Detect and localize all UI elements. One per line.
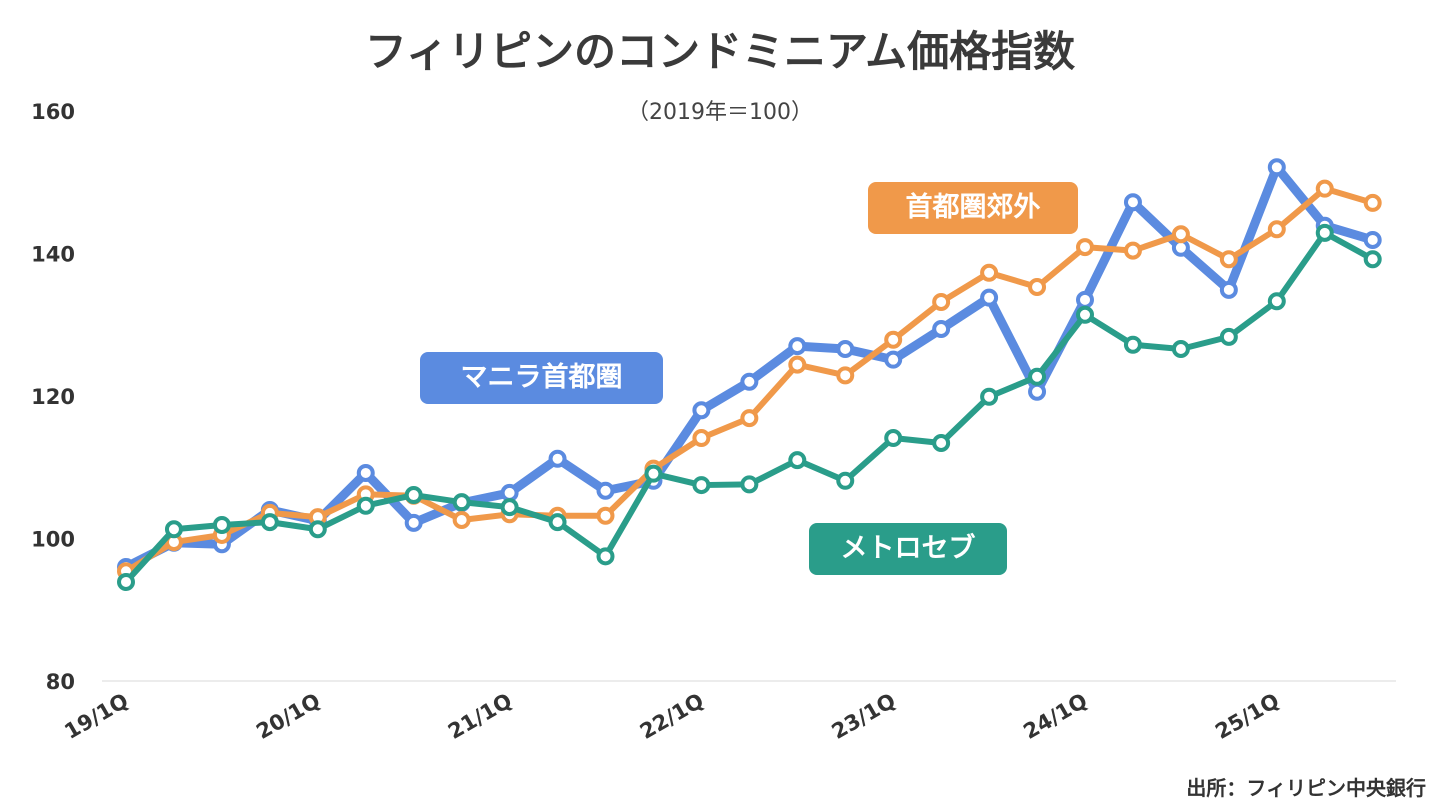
data-point: [1076, 238, 1094, 257]
data-point: [1363, 230, 1382, 249]
data-point: [836, 366, 855, 385]
data-point: [980, 387, 999, 406]
x-tick-label: 25/1Q: [1211, 689, 1283, 744]
data-point: [596, 506, 615, 525]
y-tick-label: 80: [46, 670, 75, 694]
data-point: [500, 498, 519, 517]
data-point: [932, 292, 951, 311]
data-point: [596, 481, 615, 500]
data-point: [260, 513, 279, 532]
data-point: [1123, 335, 1142, 354]
data-point: [404, 486, 423, 505]
x-tick-label: 22/1Q: [636, 689, 708, 744]
data-point: [788, 451, 807, 470]
data-point: [740, 372, 759, 391]
data-point: [1363, 250, 1382, 269]
data-point: [596, 547, 615, 566]
data-point: [932, 434, 951, 453]
chart-title: フィリピンのコンドミニアム価格指数: [364, 27, 1076, 76]
data-point: [1028, 382, 1047, 401]
data-point: [1267, 220, 1286, 239]
data-point: [1315, 179, 1334, 198]
data-point: [884, 330, 903, 349]
data-point: [1363, 193, 1382, 212]
data-point: [836, 471, 855, 490]
data-point: [308, 520, 327, 539]
source-note: 出所：フィリピン中央銀行: [1186, 776, 1426, 800]
data-point: [644, 464, 663, 483]
series-label-manila: マニラ首都圏: [420, 352, 663, 404]
data-point: [1315, 223, 1334, 242]
x-tick-label: 23/1Q: [828, 689, 900, 744]
data-point: [1219, 280, 1238, 299]
data-point: [692, 401, 711, 420]
x-tick-label: 24/1Q: [1019, 689, 1091, 744]
data-point: [1219, 250, 1238, 269]
data-point: [1219, 327, 1238, 346]
data-point: [356, 463, 375, 482]
x-tick-label: 20/1Q: [252, 689, 324, 744]
x-tick-label: 19/1Q: [60, 689, 132, 744]
chart-subtitle: （2019年＝100）: [627, 100, 813, 125]
data-point: [692, 476, 711, 495]
data-point: [740, 409, 759, 428]
series-0: [117, 158, 1382, 576]
series-label-cebu: メトロセブ: [809, 523, 1007, 575]
data-point: [1076, 305, 1094, 324]
y-tick-label: 120: [31, 385, 75, 409]
data-point: [117, 572, 135, 591]
data-point: [452, 493, 471, 512]
data-point: [884, 429, 903, 448]
data-point: [980, 288, 999, 307]
data-point: [788, 355, 807, 374]
data-point: [1076, 290, 1094, 309]
data-point: [1267, 158, 1286, 177]
y-tick-label: 160: [31, 100, 75, 124]
data-point: [452, 510, 471, 529]
x-tick-label: 21/1Q: [444, 689, 516, 744]
data-point: [1171, 225, 1190, 244]
series-2: [117, 223, 1382, 591]
y-tick-label: 100: [31, 528, 75, 552]
data-point: [788, 337, 807, 356]
data-point: [1267, 292, 1286, 311]
series-label-suburbs: 首都圏郊外: [868, 182, 1078, 234]
data-point: [1028, 367, 1047, 386]
data-point: [980, 263, 999, 282]
data-point: [1028, 277, 1047, 296]
data-point: [356, 496, 375, 515]
data-point: [932, 320, 951, 339]
data-point: [212, 515, 231, 534]
y-tick-label: 140: [31, 243, 75, 267]
data-point: [1123, 193, 1142, 212]
data-point: [548, 449, 567, 468]
data-point: [884, 350, 903, 369]
data-point: [404, 513, 423, 532]
data-point: [836, 339, 855, 358]
data-point: [500, 483, 519, 502]
data-point: [164, 520, 183, 539]
data-point: [740, 475, 759, 494]
data-point: [548, 513, 567, 532]
data-point: [1171, 339, 1190, 358]
data-point: [692, 429, 711, 448]
data-point: [1123, 241, 1142, 260]
